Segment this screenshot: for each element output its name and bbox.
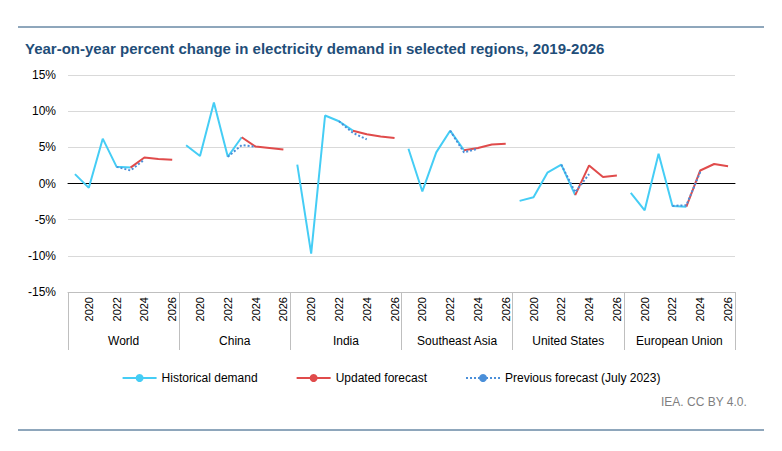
svg-text:2024: 2024 [694,297,706,321]
svg-text:-10%: -10% [28,249,56,263]
svg-text:IEA. CC BY 4.0.: IEA. CC BY 4.0. [661,395,747,409]
svg-text:2022: 2022 [666,297,678,321]
svg-text:Previous forecast (July 2023): Previous forecast (July 2023) [505,371,660,385]
svg-text:5%: 5% [39,140,57,154]
svg-text:2020: 2020 [83,297,95,321]
svg-text:10%: 10% [32,104,56,118]
svg-text:0%: 0% [39,177,57,191]
svg-text:Year-on-year percent change in: Year-on-year percent change in electrici… [25,40,604,57]
svg-text:Southeast Asia: Southeast Asia [417,334,497,348]
svg-text:2022: 2022 [333,297,345,321]
svg-text:2026: 2026 [389,297,401,321]
svg-text:2024: 2024 [250,297,262,321]
svg-text:India: India [333,334,359,348]
svg-text:World: World [108,334,139,348]
svg-text:2022: 2022 [444,297,456,321]
svg-text:United States: United States [532,334,604,348]
svg-text:15%: 15% [32,68,56,82]
svg-text:2024: 2024 [583,297,595,321]
svg-text:China: China [219,334,251,348]
svg-text:2022: 2022 [555,297,567,321]
svg-text:2020: 2020 [416,297,428,321]
svg-text:2026: 2026 [722,297,734,321]
svg-text:2020: 2020 [639,297,651,321]
svg-text:2026: 2026 [277,297,289,321]
svg-text:Updated forecast: Updated forecast [336,371,428,385]
svg-text:2022: 2022 [111,297,123,321]
svg-text:2022: 2022 [222,297,234,321]
svg-text:2020: 2020 [305,297,317,321]
svg-text:-15%: -15% [28,285,56,299]
svg-text:European Union: European Union [636,334,723,348]
svg-text:2026: 2026 [500,297,512,321]
svg-text:2026: 2026 [611,297,623,321]
svg-text:2020: 2020 [194,297,206,321]
svg-text:-5%: -5% [35,213,57,227]
svg-text:2024: 2024 [138,297,150,321]
svg-text:2026: 2026 [166,297,178,321]
svg-text:2020: 2020 [528,297,540,321]
svg-text:2024: 2024 [472,297,484,321]
svg-text:Historical demand: Historical demand [162,371,258,385]
svg-text:2024: 2024 [361,297,373,321]
